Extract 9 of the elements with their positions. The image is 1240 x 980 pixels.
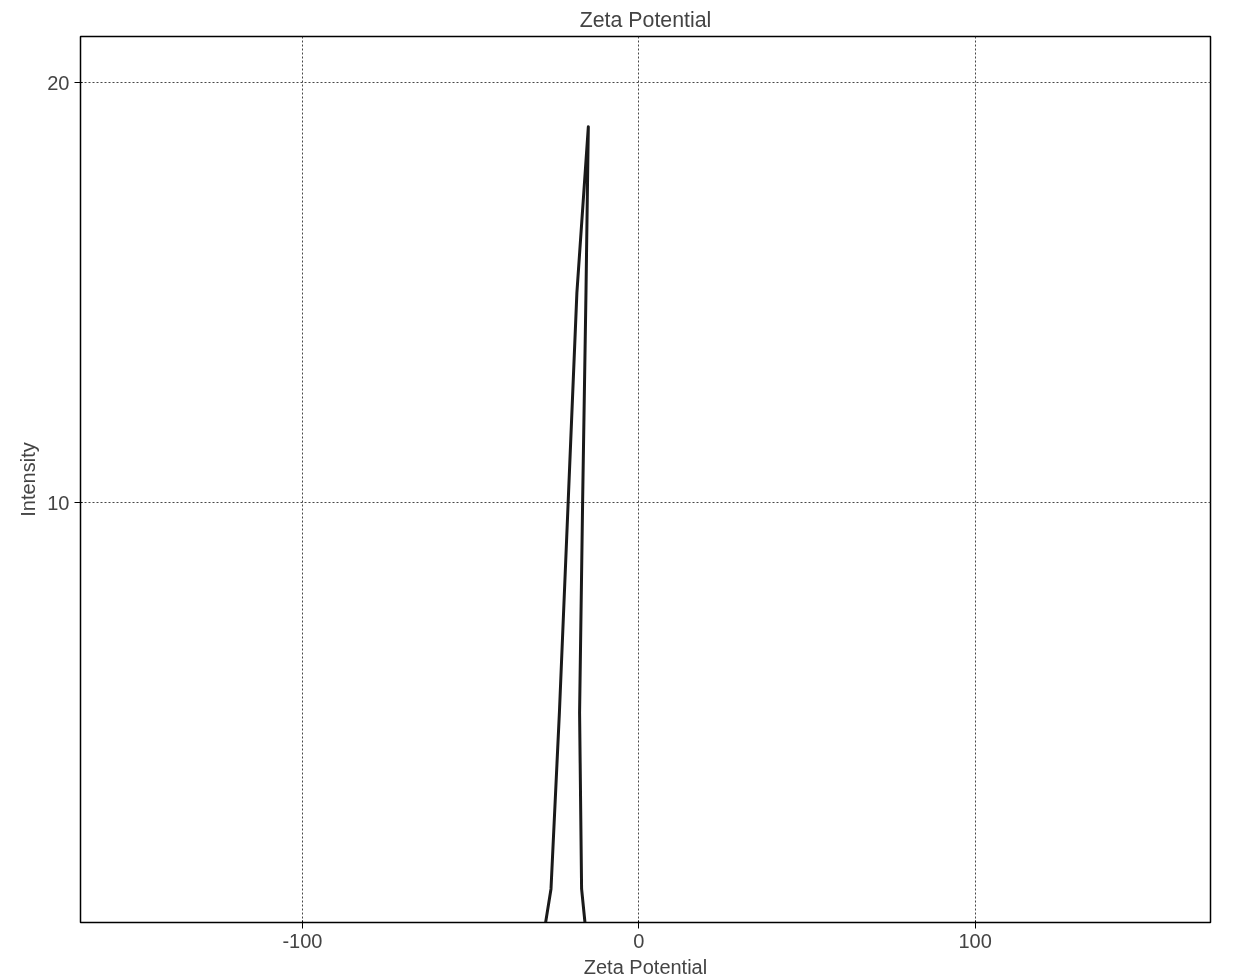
x-axis-title: Zeta Potential	[583, 955, 708, 978]
line-series	[544, 125, 590, 923]
y-axis-title: Intensity	[17, 442, 40, 517]
chart-title: Zeta Potential	[579, 7, 712, 32]
y-tick-label: 20	[47, 71, 70, 94]
x-tick-label: 0	[633, 929, 645, 952]
x-tick-label: -100	[282, 929, 323, 952]
y-tick-label: 10	[47, 491, 70, 514]
x-tick-label: 100	[958, 929, 992, 952]
